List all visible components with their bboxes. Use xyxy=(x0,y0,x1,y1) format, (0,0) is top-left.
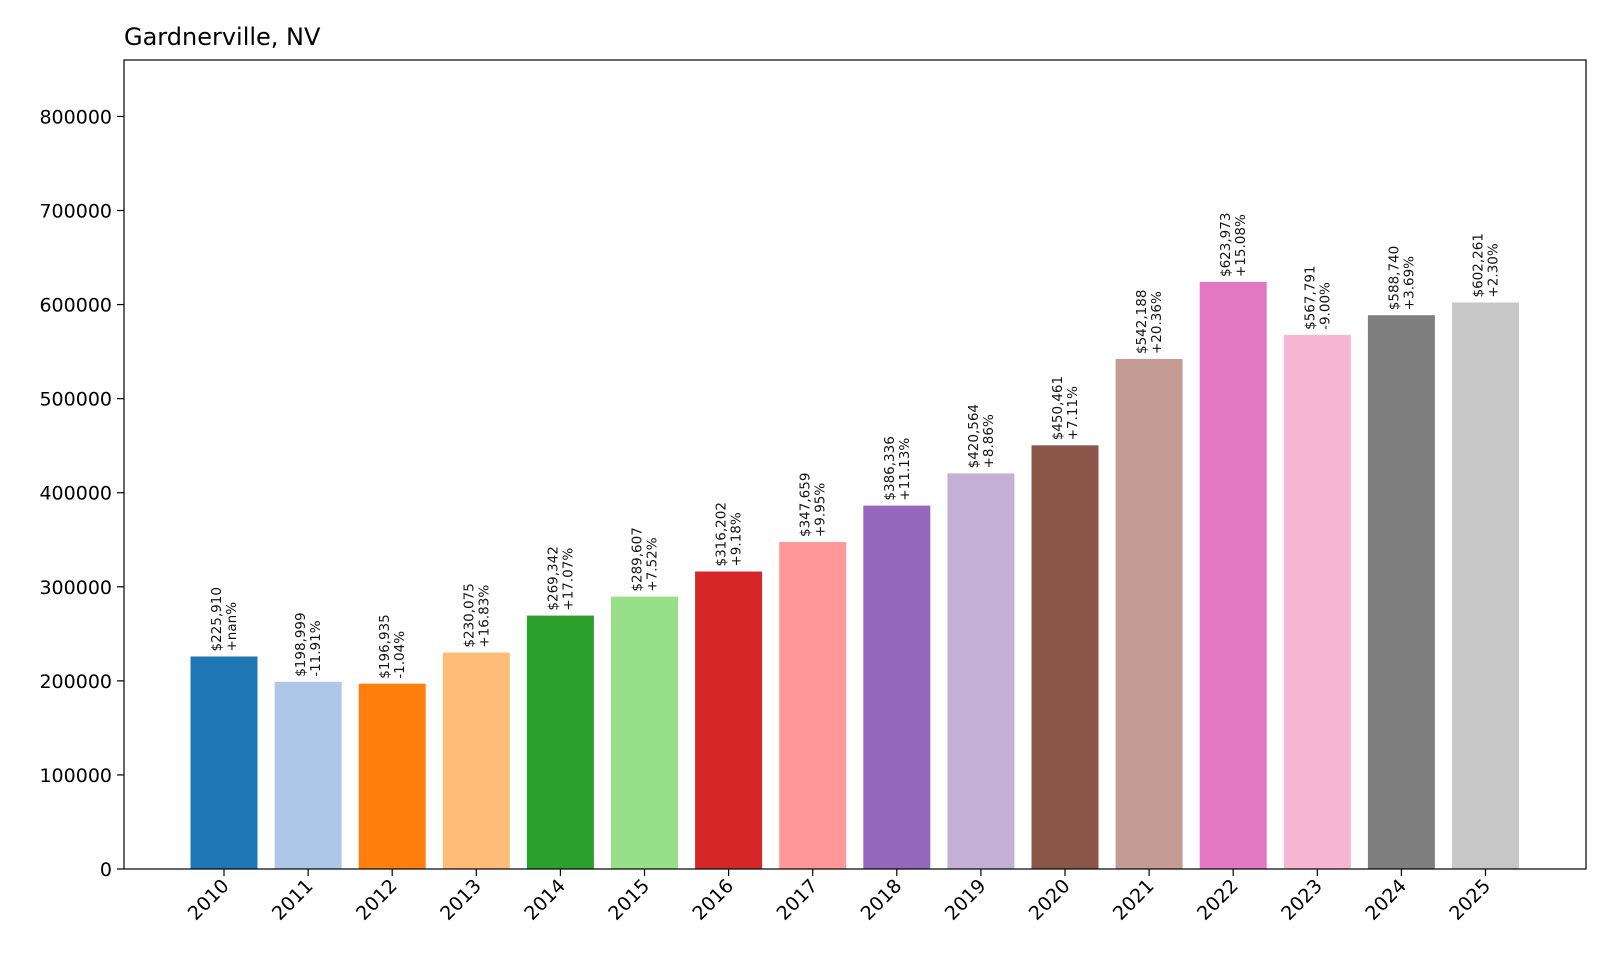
y-tick-label: 700000 xyxy=(39,201,112,223)
x-tick-label-2013: 2013 xyxy=(436,875,486,925)
x-tick-label-2010: 2010 xyxy=(184,875,234,925)
data-label-2012: $196,935-1.04% xyxy=(377,614,408,678)
bar-2011 xyxy=(274,681,342,869)
bar-2014 xyxy=(526,615,594,869)
bar-2015 xyxy=(611,596,678,869)
x-tick-label-2015: 2015 xyxy=(604,875,654,925)
data-label-2022: $623,973+15.08% xyxy=(1218,213,1249,277)
value-label: $289,607 xyxy=(630,527,646,591)
value-label: $347,659 xyxy=(798,473,814,537)
change-label: +7.11% xyxy=(1065,386,1081,440)
data-label-2018: $386,336+11.13% xyxy=(882,436,913,500)
y-tick-label: 800000 xyxy=(39,106,112,128)
data-label-2010: $225,910+nan% xyxy=(209,587,240,651)
x-tick-label-2019: 2019 xyxy=(941,875,991,925)
data-label-2015: $289,607+7.52% xyxy=(630,527,661,591)
data-label-2014: $269,342+17.07% xyxy=(545,546,576,610)
change-label: +17.07% xyxy=(560,548,576,611)
data-label-2013: $230,075+16.83% xyxy=(461,583,492,647)
y-tick-label: 500000 xyxy=(39,389,112,411)
bar-2019 xyxy=(947,473,1015,869)
change-label: +9.95% xyxy=(813,483,829,537)
change-label: +8.86% xyxy=(981,414,997,468)
chart-title: Gardnerville, NV xyxy=(124,23,321,51)
x-tick-label-2012: 2012 xyxy=(352,875,402,925)
bar-2018 xyxy=(863,505,931,869)
data-label-2025: $602,261+2.30% xyxy=(1471,233,1502,297)
bar-2021 xyxy=(1115,359,1183,869)
value-label: $623,973 xyxy=(1218,213,1234,277)
x-tick-label-2014: 2014 xyxy=(520,875,570,925)
change-label: +9.18% xyxy=(729,512,745,566)
change-label: +nan% xyxy=(224,602,240,652)
value-label: $602,261 xyxy=(1471,233,1487,297)
change-label: +3.69% xyxy=(1401,256,1417,310)
bar-2016 xyxy=(695,571,763,869)
data-label-2023: $567,791-9.00% xyxy=(1302,265,1333,329)
value-label: $198,999 xyxy=(293,612,309,676)
x-tick-label-2017: 2017 xyxy=(772,875,822,925)
change-label: +2.30% xyxy=(1486,243,1502,297)
data-label-2011: $198,999-11.91% xyxy=(293,612,324,676)
value-label: $196,935 xyxy=(377,614,393,678)
value-label: $420,564 xyxy=(966,404,982,468)
bar-2023 xyxy=(1283,334,1351,869)
data-label-2017: $347,659+9.95% xyxy=(798,473,829,537)
x-tick-label-2023: 2023 xyxy=(1277,875,1327,925)
x-tick-label-2020: 2020 xyxy=(1025,875,1075,925)
bar-2025 xyxy=(1452,302,1519,869)
plot-frame xyxy=(123,59,1587,870)
change-label: +7.52% xyxy=(645,537,661,591)
value-label: $269,342 xyxy=(545,546,561,610)
y-tick-label: 200000 xyxy=(39,671,112,693)
data-label-2020: $450,461+7.11% xyxy=(1050,376,1081,440)
y-tick-label: 600000 xyxy=(39,295,112,317)
x-tick-label-2025: 2025 xyxy=(1445,875,1495,925)
bar-2013 xyxy=(442,652,510,869)
data-labels-group: $225,910+nan% $198,999-11.91% $196,935-1.0… xyxy=(209,213,1502,679)
y-tick-label: 400000 xyxy=(39,483,112,505)
bar-2017 xyxy=(779,542,847,869)
data-label-2024: $588,740+3.69% xyxy=(1386,246,1417,310)
bar-2020 xyxy=(1031,445,1099,869)
change-label: -9.00% xyxy=(1317,282,1333,330)
value-label: $542,188 xyxy=(1134,290,1150,354)
value-label: $588,740 xyxy=(1386,246,1402,310)
value-label: $567,791 xyxy=(1302,265,1318,329)
data-label-2019: $420,564+8.86% xyxy=(966,404,997,468)
change-label: +15.08% xyxy=(1233,214,1249,277)
x-tick-label-2022: 2022 xyxy=(1193,875,1243,925)
change-label: -1.04% xyxy=(392,631,408,679)
value-label: $386,336 xyxy=(882,436,898,500)
y-tick-label: 100000 xyxy=(39,765,112,787)
x-tick-label-2018: 2018 xyxy=(857,875,907,925)
change-label: +11.13% xyxy=(897,438,913,501)
change-label: -11.91% xyxy=(308,620,324,677)
y-axis: 0 100000 200000 300000 400000 500000 600000 700… xyxy=(39,106,124,881)
x-axis: 2010 2011 2012 2013 2014 2015 2016 2017 2018 2019… xyxy=(184,869,1495,925)
x-tick-label-2016: 2016 xyxy=(688,875,738,925)
y-tick-label: 300000 xyxy=(39,577,112,599)
x-tick-label-2024: 2024 xyxy=(1361,875,1411,925)
bar-2024 xyxy=(1367,315,1435,869)
data-label-2016: $316,202+9.18% xyxy=(714,502,745,566)
x-tick-label-2011: 2011 xyxy=(268,875,318,925)
x-tick-label-2021: 2021 xyxy=(1109,875,1159,925)
change-label: +20.36% xyxy=(1149,291,1165,354)
data-label-2021: $542,188+20.36% xyxy=(1134,290,1165,354)
change-label: +16.83% xyxy=(476,585,492,648)
bar-2022 xyxy=(1199,282,1267,869)
value-label: $230,075 xyxy=(461,583,477,647)
bar-2012 xyxy=(358,683,426,869)
value-label: $450,461 xyxy=(1050,376,1066,440)
y-tick-label: 0 xyxy=(100,859,112,881)
bar-2010 xyxy=(190,656,258,869)
bars-group xyxy=(190,282,1519,869)
value-label: $225,910 xyxy=(209,587,225,651)
value-label: $316,202 xyxy=(714,502,730,566)
